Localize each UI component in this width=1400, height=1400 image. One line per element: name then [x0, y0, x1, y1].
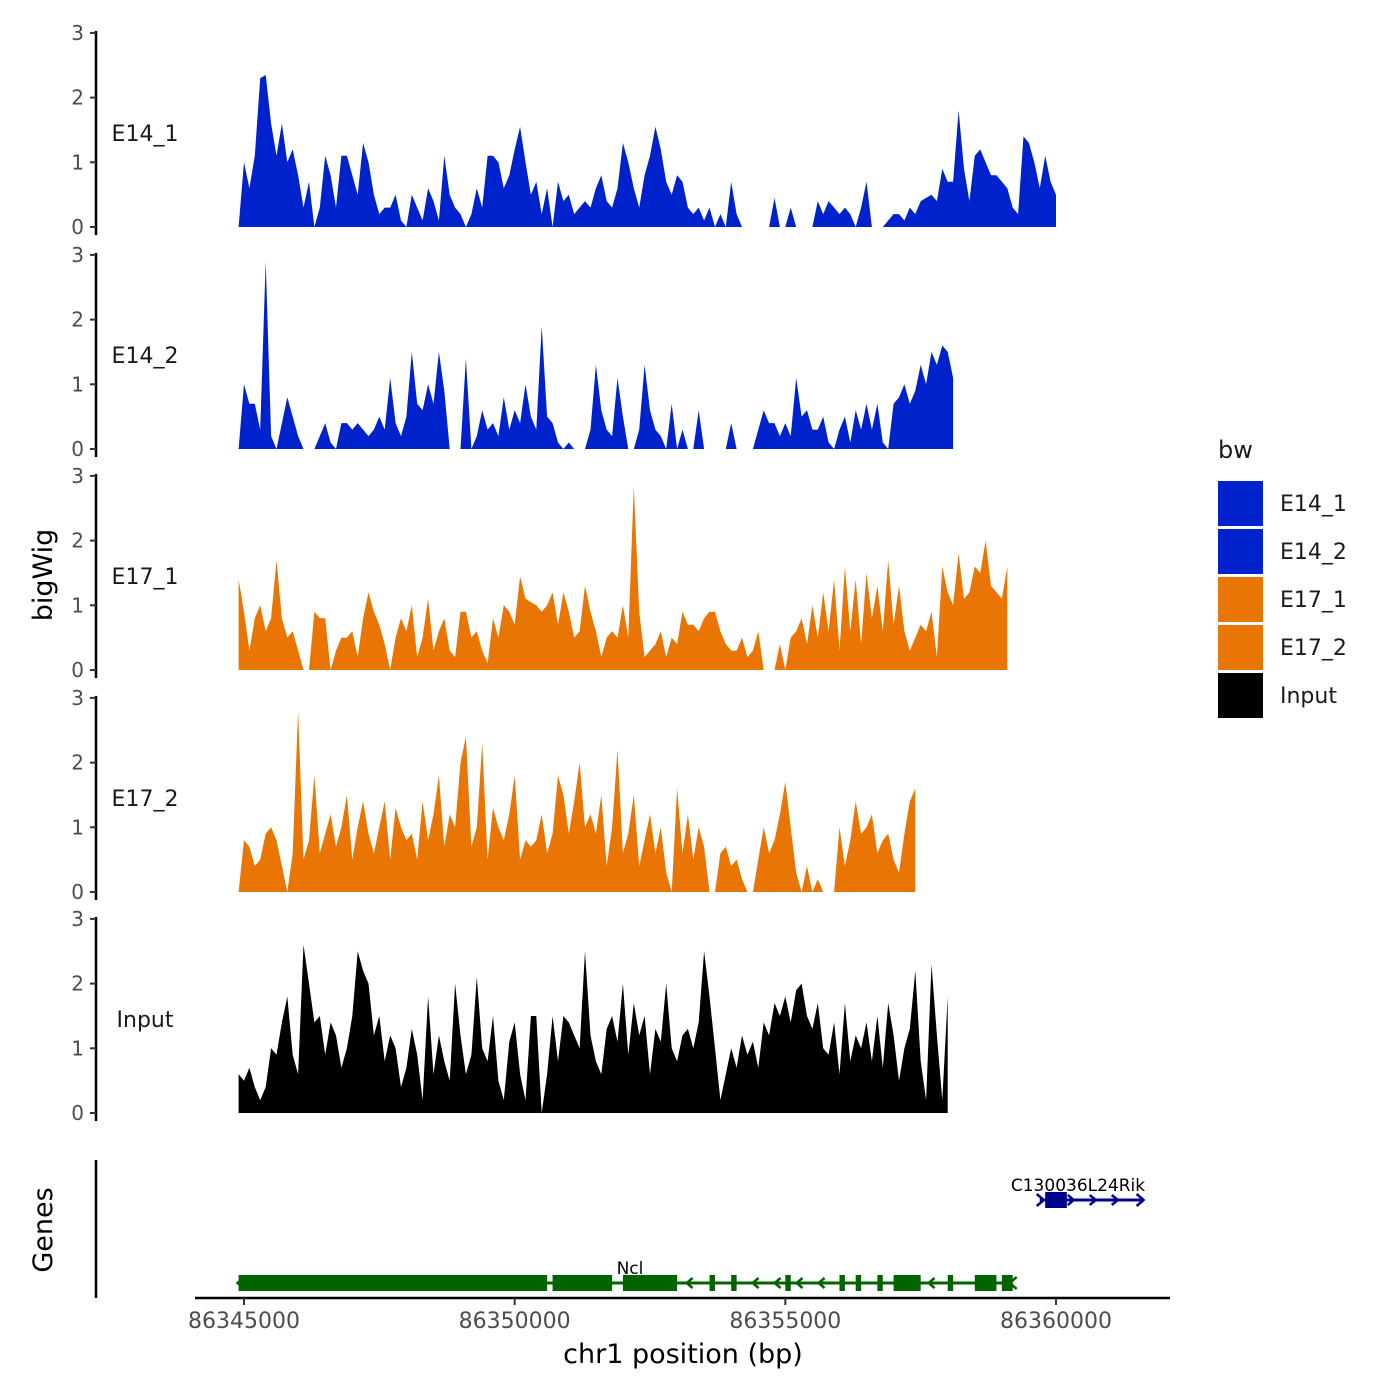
strand-arrow-icon — [1007, 1276, 1018, 1290]
legend-label-Input: Input — [1280, 684, 1337, 709]
legend-swatch-E17_1 — [1218, 577, 1263, 622]
track-label-Input: Input — [117, 1008, 174, 1033]
legend-title: bw — [1218, 436, 1253, 464]
y-tick-label: 0 — [71, 880, 84, 904]
strand-arrow-icon — [750, 1277, 760, 1289]
exon — [947, 1275, 954, 1291]
exon — [709, 1275, 715, 1291]
legend-label-E17_2: E17_2 — [1280, 636, 1347, 661]
exon — [622, 1275, 678, 1291]
coverage-area-E14_1 — [238, 75, 1057, 227]
strand-arrow-icon — [926, 1277, 936, 1289]
legend-swatch-E14_2 — [1218, 529, 1263, 574]
exon — [974, 1275, 997, 1291]
genes-axis-title: Genes — [28, 1187, 59, 1272]
strand-arrow-icon — [1110, 1194, 1120, 1206]
gene-label-C130036L24Rik: C130036L24Rik — [1011, 1176, 1145, 1196]
exon — [552, 1275, 613, 1291]
y-tick-label: 0 — [71, 658, 84, 682]
strand-arrow-icon — [816, 1277, 826, 1289]
exon — [785, 1275, 791, 1291]
exon — [839, 1275, 845, 1291]
y-tick-label: 1 — [71, 372, 84, 396]
track-E17_1: 0 1 2 3 E17_1 — [71, 464, 1008, 682]
x-axis: 86345000 86350000 86355000 86360000 — [188, 1296, 1170, 1334]
track-label-E17_2: E17_2 — [112, 787, 179, 812]
strand-arrow-icon — [1035, 1193, 1046, 1207]
y-tick-label: 3 — [71, 243, 84, 267]
y-tick-label: 1 — [71, 815, 84, 839]
coverage-tracks: 0 1 2 3 E14_1 0 1 2 3 E14_2 0 1 2 3 E17_1 0 1 2 3 E17_2 0 1 2 3… — [71, 21, 1057, 1125]
x-tick-label: 86345000 — [188, 1309, 300, 1334]
y-tick-label: 2 — [71, 972, 84, 996]
y-tick-label: 0 — [71, 215, 84, 239]
track-E17_2: 0 1 2 3 E17_2 — [71, 686, 916, 904]
coverage-area-E17_1 — [238, 485, 1008, 670]
strand-arrow-icon — [235, 1276, 246, 1290]
gene-C130036L24Rik: C130036L24Rik — [1011, 1176, 1146, 1208]
legend-label-E14_2: E14_2 — [1280, 540, 1347, 565]
track-E14_1: 0 1 2 3 E14_1 — [71, 21, 1057, 239]
exon — [1045, 1192, 1067, 1208]
strand-arrow-icon — [684, 1277, 694, 1289]
y-tick-label: 1 — [71, 150, 84, 174]
exon — [731, 1275, 737, 1291]
strand-arrow-icon — [794, 1277, 804, 1289]
strand-arrow-icon — [1088, 1194, 1098, 1206]
y-tick-label: 1 — [71, 1036, 84, 1060]
y-tick-label: 3 — [71, 907, 84, 931]
coverage-area-Input — [238, 944, 948, 1113]
legend-swatch-E17_2 — [1218, 625, 1263, 670]
strand-arrow-icon — [1135, 1193, 1146, 1207]
exon — [855, 1275, 862, 1291]
legend: bw E14_1 E14_2 E17_1 E17_2 Input — [1218, 436, 1347, 718]
y-tick-label: 2 — [71, 751, 84, 775]
y-tick-label: 2 — [71, 86, 84, 110]
exon — [893, 1275, 921, 1291]
y-tick-label: 3 — [71, 21, 84, 45]
y-tick-label: 3 — [71, 686, 84, 710]
exon — [1001, 1275, 1013, 1291]
y-tick-label: 0 — [71, 437, 84, 461]
y-tick-label: 3 — [71, 464, 84, 488]
y-tick-label: 1 — [71, 593, 84, 617]
track-label-E14_1: E14_1 — [112, 122, 179, 147]
gene-label-Ncl: Ncl — [617, 1259, 644, 1279]
gene-track: Ncl C130036L24Rik — [94, 1160, 1146, 1298]
y-tick-label: 2 — [71, 308, 84, 332]
legend-label-E14_1: E14_1 — [1280, 492, 1347, 517]
x-tick-label: 86350000 — [459, 1309, 571, 1334]
track-Input: 0 1 2 3 Input — [71, 907, 948, 1125]
track-label-E17_1: E17_1 — [112, 565, 179, 590]
coverage-area-E17_2 — [238, 710, 916, 892]
legend-swatch-E14_1 — [1218, 481, 1263, 526]
y-axis-title: bigWig — [28, 529, 59, 622]
x-tick-label: 86355000 — [729, 1309, 841, 1334]
x-tick-label: 86360000 — [1000, 1309, 1112, 1334]
track-label-E14_2: E14_2 — [112, 344, 179, 369]
exon — [238, 1275, 548, 1291]
legend-swatch-Input — [1218, 673, 1263, 718]
strand-arrow-icon — [772, 1277, 782, 1289]
y-tick-label: 2 — [71, 529, 84, 553]
track-E14_2: 0 1 2 3 E14_2 — [71, 243, 954, 461]
strand-arrow-icon — [1066, 1194, 1076, 1206]
exon — [877, 1275, 883, 1291]
x-axis-title: chr1 position (bp) — [563, 1339, 803, 1370]
gene-Ncl: Ncl — [235, 1259, 1018, 1291]
legend-label-E17_1: E17_1 — [1280, 588, 1347, 613]
y-tick-label: 0 — [71, 1101, 84, 1125]
coverage-area-E14_2 — [238, 261, 954, 449]
